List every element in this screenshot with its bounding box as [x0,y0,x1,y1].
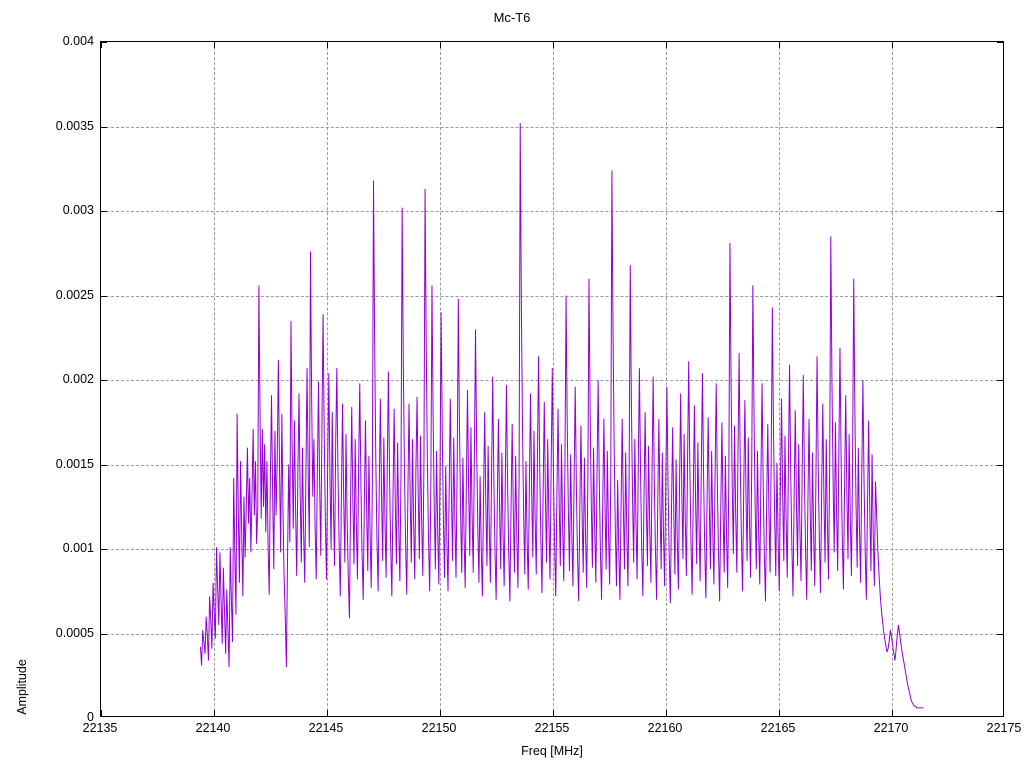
y-tick-label: 0 [87,710,94,724]
y-axis-tick [101,380,107,381]
x-axis-tick [440,42,441,48]
x-tick-label: 22145 [308,721,344,735]
plot-area [100,41,1004,717]
y-tick-label: 0.0035 [55,118,94,133]
gridline-horizontal [101,549,1003,550]
x-axis-tick [666,42,667,48]
x-axis-tick [101,42,102,48]
x-axis-tick [892,42,893,48]
y-tick-label: 0.002 [62,372,94,386]
y-axis-tick [101,549,107,550]
y-axis-tick [101,211,107,212]
gridline-vertical [553,42,554,716]
gridline-vertical [779,42,780,716]
x-axis-title: Freq [MHz] [521,744,583,758]
x-axis-tick [779,710,780,716]
x-axis-tick-labels: 22135 22140 22145 22150 22155 22160 22165 22170… [83,721,1022,743]
x-tick-label: 22165 [760,721,796,735]
y-tick-label: 0.0025 [55,287,94,302]
y-tick-label: 0.003 [62,203,94,217]
y-axis-tick [997,126,1003,128]
gridline-vertical [666,42,667,716]
chart-title: Mc-T6 [493,10,531,25]
gridline-vertical [327,42,328,716]
x-tick-label: 22140 [195,721,231,735]
x-tick-label: 22175 [986,721,1022,735]
x-tick-label: 22170 [873,721,909,735]
y-axis-tick [101,42,107,43]
y-axis-tick [997,633,1003,635]
y-axis-tick [997,380,1003,381]
y-axis-tick [997,211,1003,212]
y-tick-label: 0.004 [62,34,94,48]
y-axis-tick [997,549,1003,550]
x-axis-tick [779,42,780,48]
x-axis-tick [440,710,441,716]
y-axis-tick [997,42,1003,43]
series-line-mc-t6 [199,123,924,709]
y-axis-tick [997,295,1003,297]
x-axis-tick [327,710,328,716]
x-axis-tick [892,710,893,716]
y-axis-tick-labels: 0 0.0005 0.001 0.0015 0.002 0.0025 0.003 0.0035… [0,35,94,724]
x-axis-tick [214,42,215,48]
gridline-horizontal [101,633,1003,635]
x-axis-tick [553,710,554,716]
y-axis-tick [101,126,107,128]
gridline-vertical [214,42,215,716]
y-axis-tick [101,633,107,635]
x-tick-label: 22150 [421,721,457,735]
y-axis-title-wrapper: Amplitude [8,330,29,715]
gridline-horizontal [101,126,1003,128]
gridline-vertical [892,42,893,716]
gridline-horizontal [101,464,1003,466]
x-axis-tick [214,710,215,716]
x-axis-tick [101,710,102,716]
y-axis-tick [101,464,107,466]
y-tick-label: 0.0015 [55,456,94,471]
y-tick-label: 0.0005 [55,625,94,640]
x-tick-label: 22160 [647,721,683,735]
x-tick-label: 22135 [82,721,118,735]
x-axis-tick [666,710,667,716]
y-axis-tick [997,464,1003,466]
x-tick-label: 22155 [534,721,570,735]
y-tick-label: 0.001 [62,541,94,555]
gridline-horizontal [101,295,1003,297]
x-axis-tick [327,42,328,48]
x-axis-tick [553,42,554,48]
y-axis-title: Amplitude [15,659,29,715]
y-axis-tick [101,295,107,297]
gridline-horizontal [101,211,1003,212]
data-trace [199,123,924,709]
